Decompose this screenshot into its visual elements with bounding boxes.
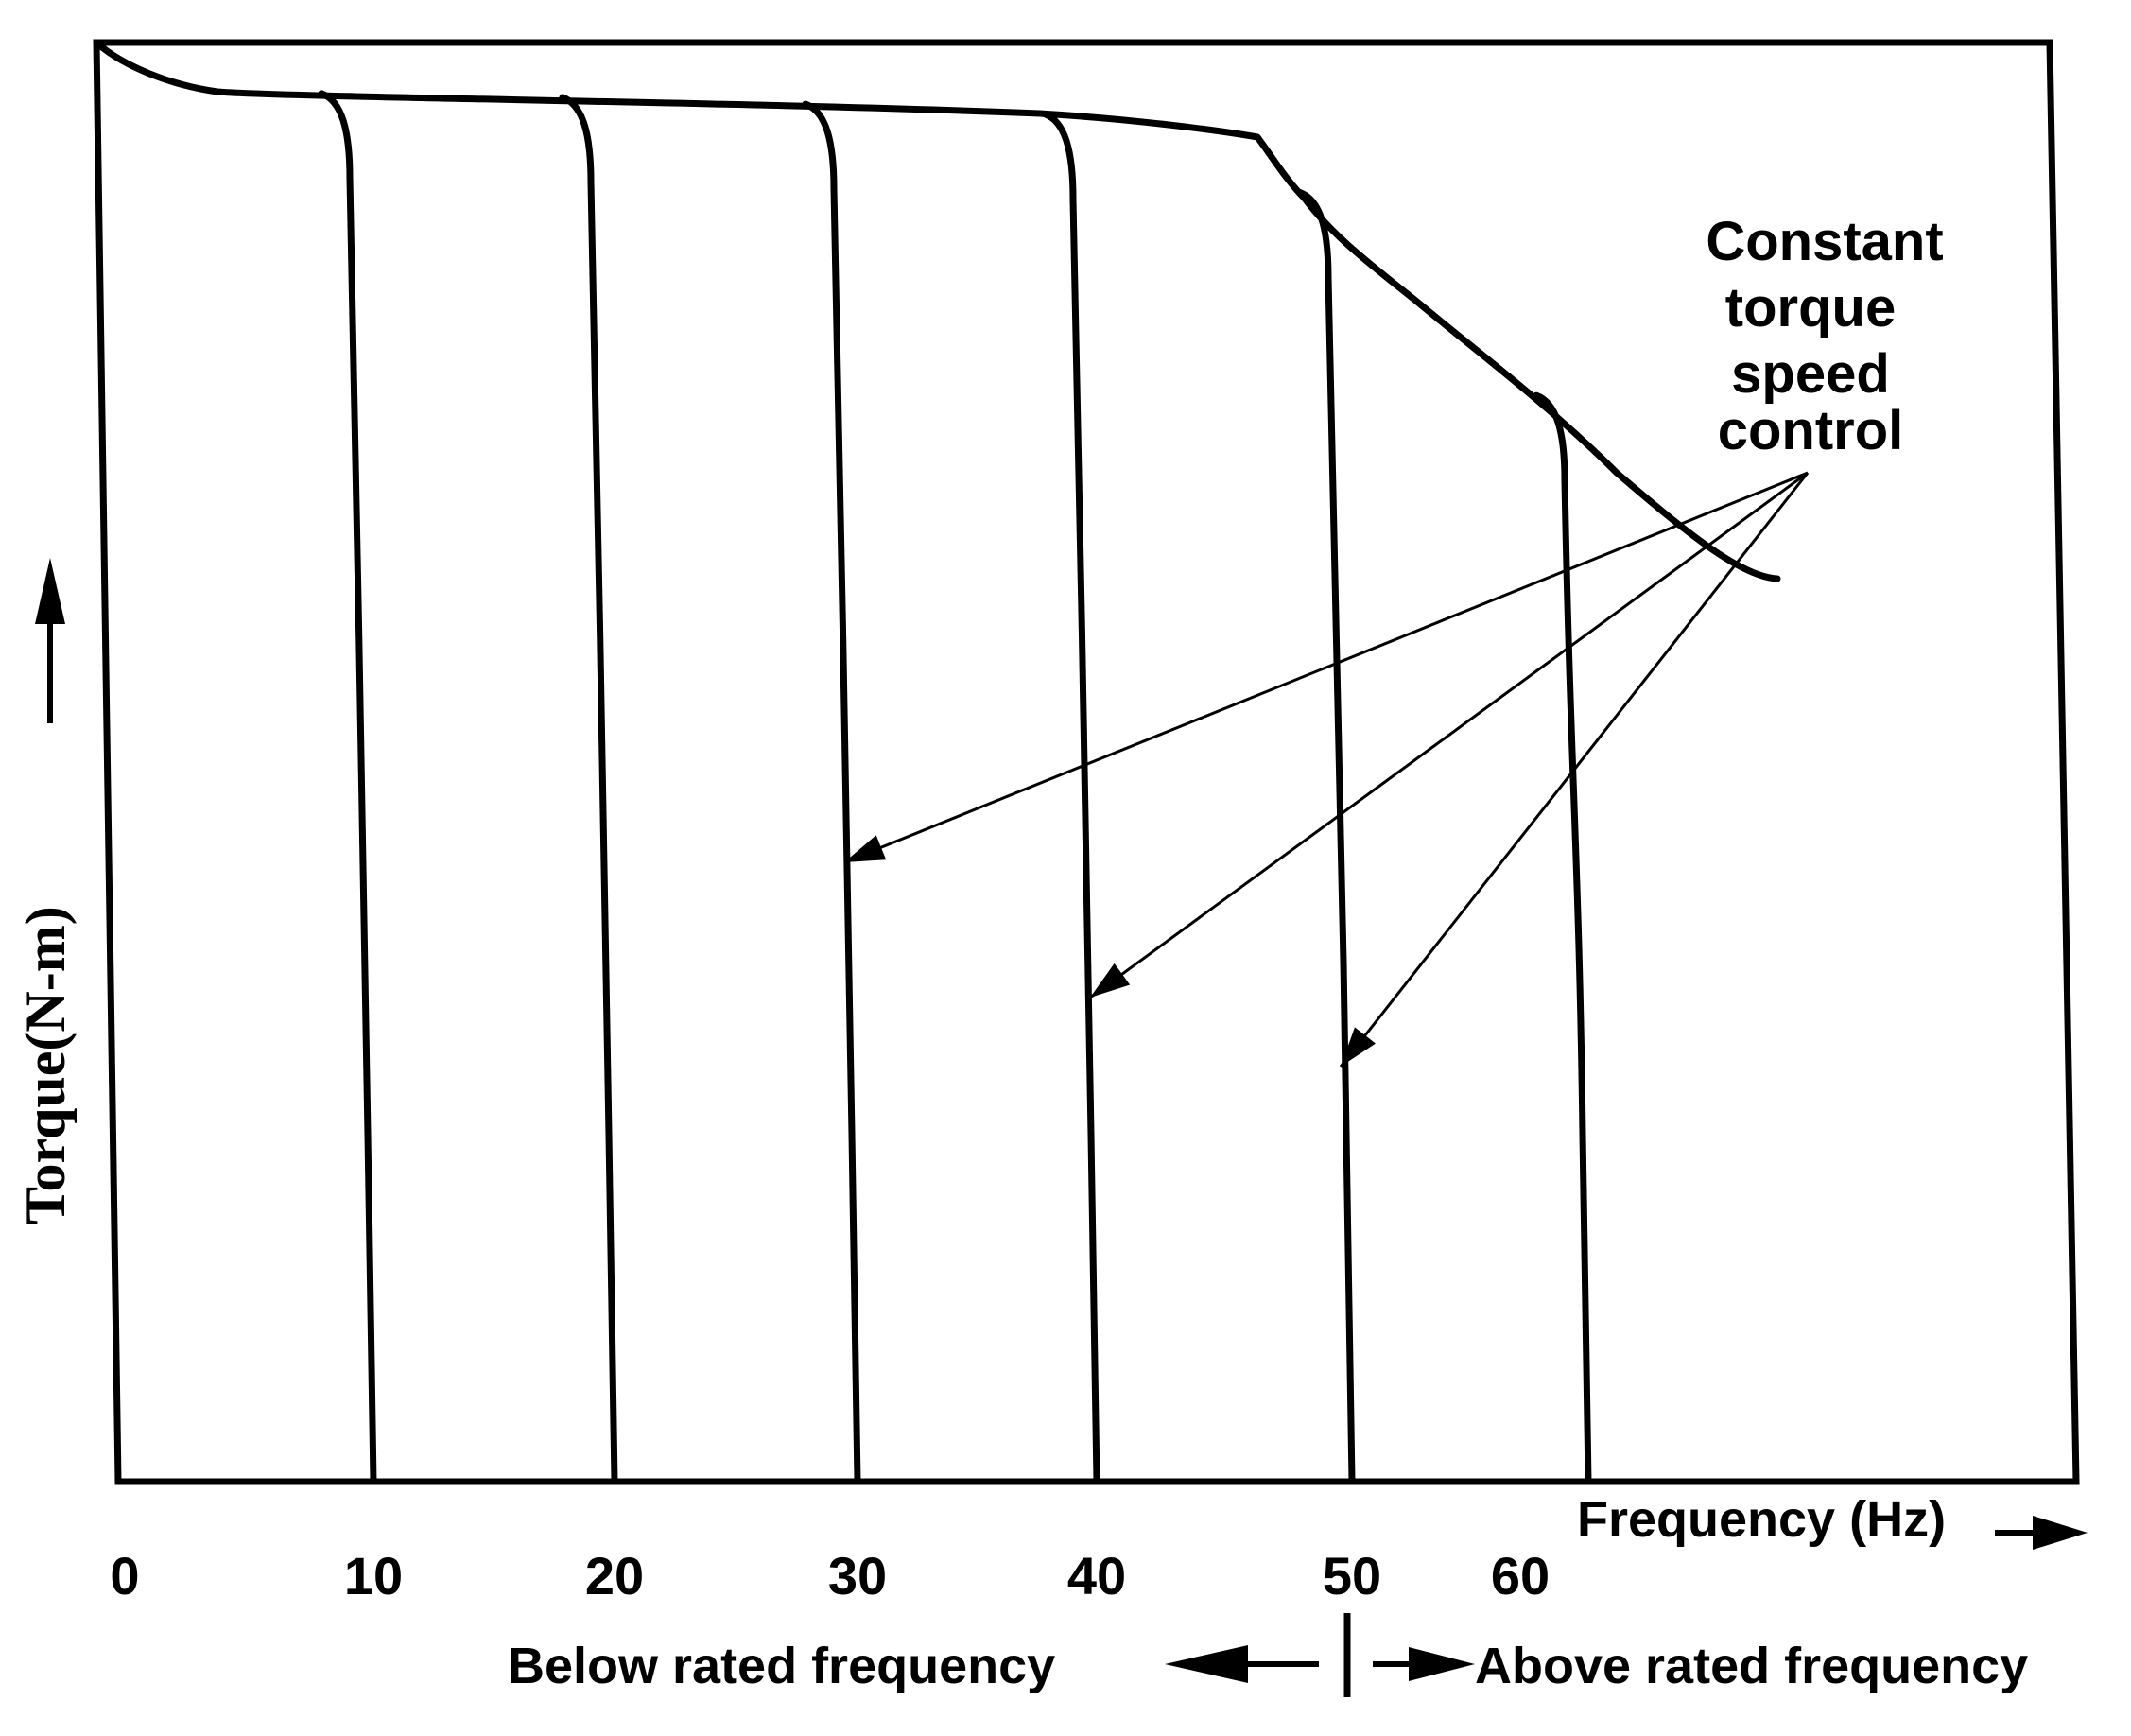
torque-speed-curve [802,100,861,1485]
below-rated-label: Below rated frequency [508,1638,1055,1694]
torque-speed-curve [559,94,618,1485]
plot-frame [93,39,2080,1485]
x-tick-label: 50 [1323,1546,1381,1606]
x-tick-label: 0 [110,1546,139,1606]
torque-envelope-curve [93,39,1781,582]
annotation-arrow [1339,472,1810,1068]
torque-speed-curves [318,90,1592,1485]
x-tick-label: 10 [344,1546,403,1606]
x-axis-arrow [1995,1516,2088,1550]
x-tick-label: 30 [828,1546,887,1606]
x-tick-label: 60 [1491,1546,1550,1606]
y-axis-label: Torque(N-m) [14,906,77,1224]
above-rated-arrow [1373,1647,1475,1681]
torque-speed-curve [1533,391,1592,1485]
x-axis-label: Frequency (Hz) [1577,1491,1946,1548]
annotation-arrows [843,471,1810,1068]
x-tick-label: 40 [1067,1546,1126,1606]
above-rated-label: Above rated frequency [1475,1638,2028,1694]
below-rated-arrow [1165,1645,1319,1683]
torque-speed-curve [1041,111,1100,1485]
annotation-line-3: speed [1731,343,1890,405]
y-axis-arrow [35,558,65,723]
annotation-arrow [1089,471,1809,999]
torque-speed-curve [318,90,377,1485]
annotation-line-1: Constant [1706,211,1943,272]
x-tick-labels: 0 10 20 30 40 50 60 [110,1546,1550,1606]
torque-speed-curve [1296,189,1356,1485]
annotation-line-4: control [1718,400,1904,461]
annotation-line-2: torque [1725,277,1896,339]
annotation-text: Constant torque speed control [1706,211,1943,461]
x-tick-label: 20 [585,1546,644,1606]
annotation-arrow [843,471,1809,864]
